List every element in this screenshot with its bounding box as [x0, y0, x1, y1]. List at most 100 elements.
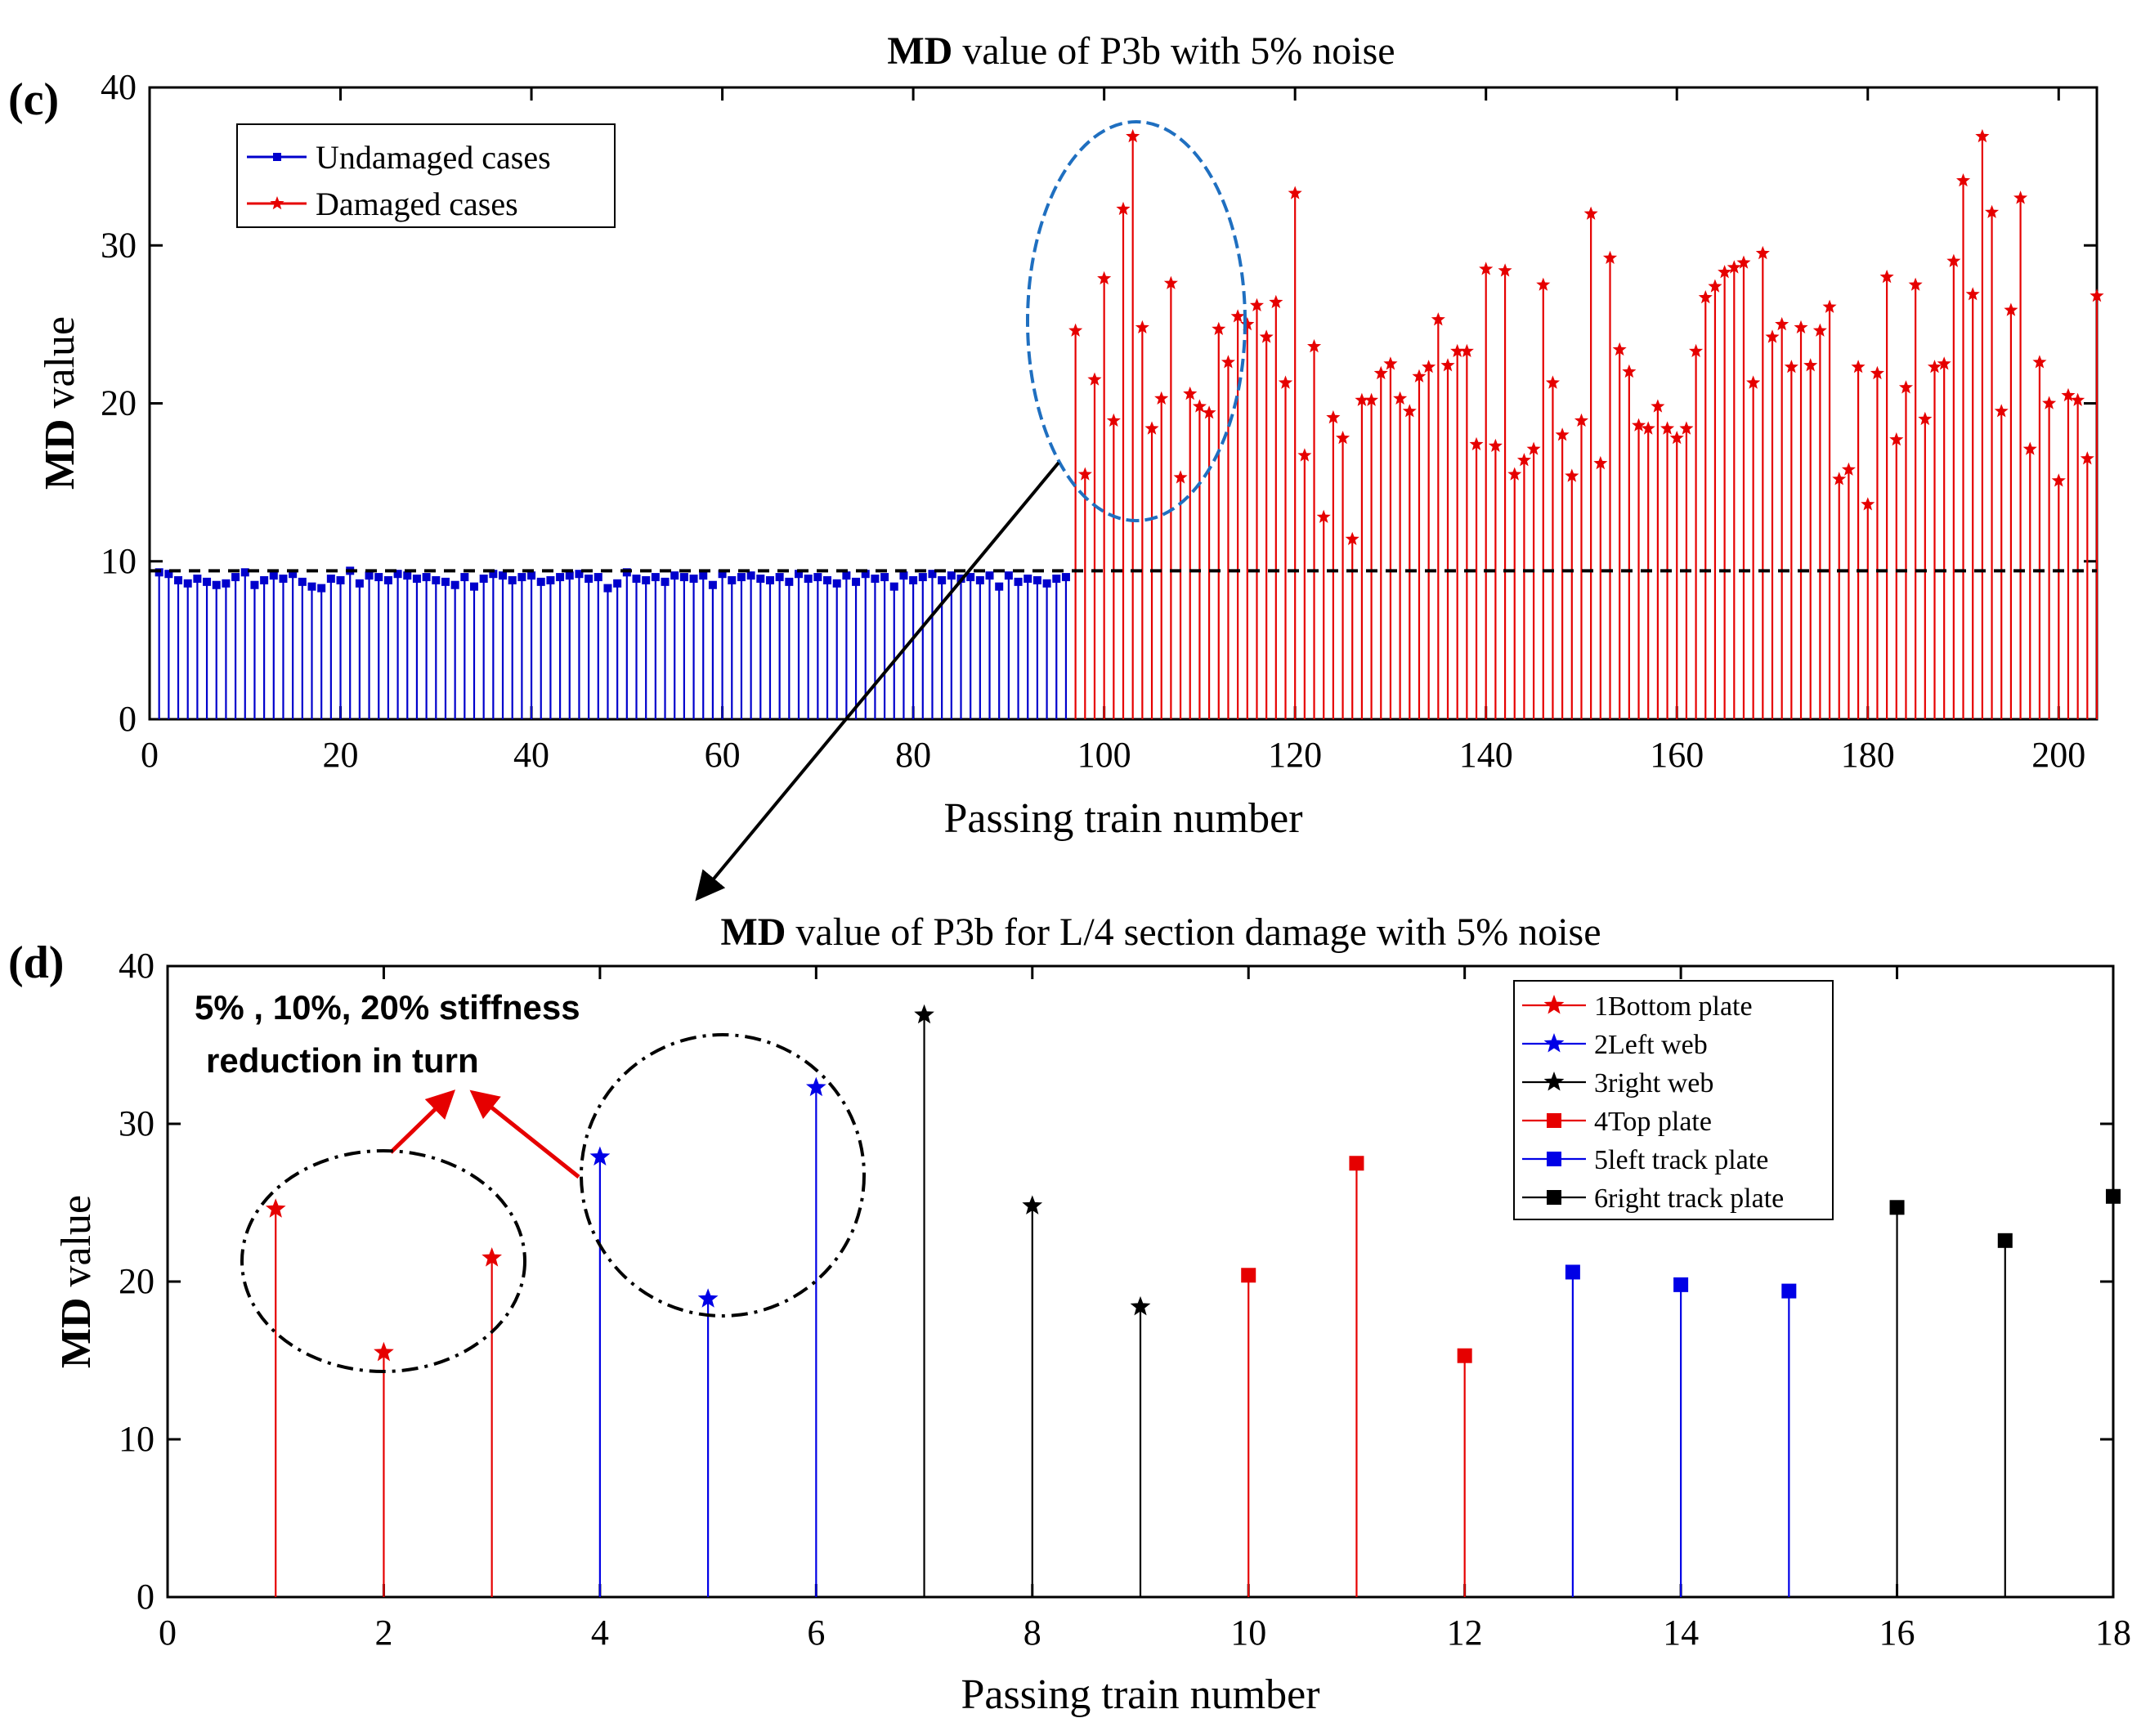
- damaged-marker: [1918, 411, 1933, 426]
- undamaged-marker: [222, 579, 231, 588]
- panel-d-star-marker: [1130, 1295, 1151, 1316]
- panel-c-xtick-label: 180: [1841, 735, 1895, 775]
- damaged-marker: [1612, 342, 1627, 356]
- undamaged-marker: [374, 573, 383, 582]
- panel-d-y-label-bold: MD: [53, 1297, 100, 1368]
- undamaged-marker: [269, 571, 278, 580]
- panel-c-title-bold: MD: [887, 29, 952, 73]
- undamaged-marker: [975, 575, 984, 584]
- panel-d-xtick-label: 12: [1447, 1613, 1483, 1653]
- panel-c-xtick-label: 60: [705, 735, 741, 775]
- damaged-marker: [1727, 260, 1741, 274]
- damaged-marker: [1889, 432, 1904, 446]
- legend-damaged-marker: [270, 196, 284, 210]
- panel-d-title-rest: value of P3b for L/4 section damage with…: [786, 911, 1601, 954]
- panel-c: (c) MD value of P3b with 5% noise 0 10 20 3…: [8, 29, 2104, 842]
- damaged-marker: [1307, 338, 1322, 353]
- undamaged-marker: [889, 582, 898, 591]
- damaged-marker: [2013, 190, 2028, 204]
- damaged-marker: [2061, 387, 2076, 402]
- panel-c-xtick-label: 20: [323, 735, 359, 775]
- damaged-marker: [1879, 269, 1894, 284]
- undamaged-marker: [508, 575, 517, 584]
- undamaged-marker: [632, 575, 641, 584]
- panel-d-legend-box: [1513, 980, 1834, 1220]
- annotation-arrow-left: [389, 1089, 456, 1154]
- undamaged-marker: [470, 582, 478, 591]
- panel-c-y-label-bold: MD: [37, 418, 83, 490]
- undamaged-marker: [966, 573, 975, 582]
- damaged-marker: [1545, 375, 1560, 389]
- damaged-marker: [1126, 128, 1140, 143]
- undamaged-marker: [861, 570, 870, 579]
- panel-c-label: (c): [8, 74, 59, 125]
- damaged-marker: [2080, 451, 2094, 465]
- panel-c-ytick-label: 0: [119, 699, 137, 739]
- panel-d-star-marker: [589, 1146, 611, 1166]
- damaged-marker: [1479, 262, 1494, 275]
- panel-d-square-marker: [1781, 1283, 1797, 1299]
- undamaged-marker: [489, 570, 498, 579]
- damaged-marker: [1316, 509, 1331, 523]
- panel-d-xtick-label: 16: [1879, 1613, 1915, 1653]
- damaged-marker: [1985, 204, 2000, 218]
- panel-c-ytick-label: 10: [101, 541, 137, 581]
- damaged-marker: [1326, 409, 1341, 424]
- damaged-marker: [1622, 364, 1637, 378]
- panel-d-y-axis-label: MD value: [53, 1195, 100, 1368]
- damaged-marker: [1154, 391, 1169, 405]
- panel-d-xtick-label: 10: [1230, 1613, 1266, 1653]
- panel-d-y-label-rest: value: [53, 1195, 100, 1298]
- damaged-marker: [1602, 250, 1618, 264]
- panel-d-star-marker: [374, 1341, 394, 1362]
- panel-d-square-marker: [2106, 1188, 2121, 1204]
- annotation-arrow-right: [469, 1089, 580, 1179]
- damaged-marker: [2090, 289, 2104, 302]
- panel-d-title: MD value of P3b for L/4 section damage w…: [720, 911, 1601, 954]
- damaged-marker: [1297, 448, 1312, 462]
- undamaged-marker: [336, 575, 345, 584]
- undamaged-marker: [1061, 573, 1070, 582]
- panel-c-xtick-label: 80: [895, 735, 931, 775]
- undamaged-marker: [1023, 575, 1032, 584]
- panel-d-xtick-label: 8: [1023, 1613, 1041, 1653]
- damaged-marker: [1746, 375, 1761, 389]
- undamaged-marker: [947, 571, 956, 580]
- damaged-marker: [1555, 427, 1570, 441]
- damaged-marker: [2022, 441, 2037, 455]
- undamaged-marker: [852, 577, 861, 586]
- panel-d-ytick-label: 0: [137, 1577, 155, 1617]
- damaged-marker: [1870, 365, 1884, 380]
- panel-c-xtick-label: 0: [141, 735, 159, 775]
- damaged-marker: [1230, 309, 1245, 323]
- annotation-line-2: reduction in turn: [206, 1041, 479, 1080]
- undamaged-marker: [575, 570, 584, 579]
- undamaged-marker: [499, 571, 508, 580]
- damaged-marker: [1498, 263, 1512, 277]
- undamaged-marker: [164, 570, 173, 579]
- damaged-marker: [1278, 375, 1293, 389]
- undamaged-marker: [441, 577, 450, 586]
- undamaged-marker: [479, 575, 488, 584]
- undamaged-marker: [603, 584, 612, 593]
- damaged-marker: [1679, 421, 1694, 435]
- undamaged-marker: [1014, 577, 1023, 586]
- damaged-marker: [1163, 275, 1178, 289]
- panel-d-star-marker: [914, 1004, 934, 1024]
- damaged-marker: [1851, 360, 1866, 374]
- undamaged-marker: [823, 575, 832, 584]
- damaged-marker: [1765, 329, 1780, 343]
- undamaged-marker: [899, 571, 908, 580]
- undamaged-marker: [240, 568, 249, 577]
- damaged-marker: [1927, 360, 1942, 374]
- undamaged-marker: [1004, 571, 1013, 580]
- damaged-marker: [2032, 355, 2047, 369]
- damaged-marker: [1937, 356, 1951, 370]
- damaged-marker: [2042, 396, 2057, 409]
- damaged-marker: [1832, 472, 1847, 485]
- undamaged-marker: [813, 573, 822, 582]
- damaged-marker: [1087, 372, 1102, 386]
- undamaged-marker: [231, 573, 240, 582]
- panel-c-y-axis-label: MD value: [37, 316, 83, 490]
- undamaged-marker: [298, 577, 307, 586]
